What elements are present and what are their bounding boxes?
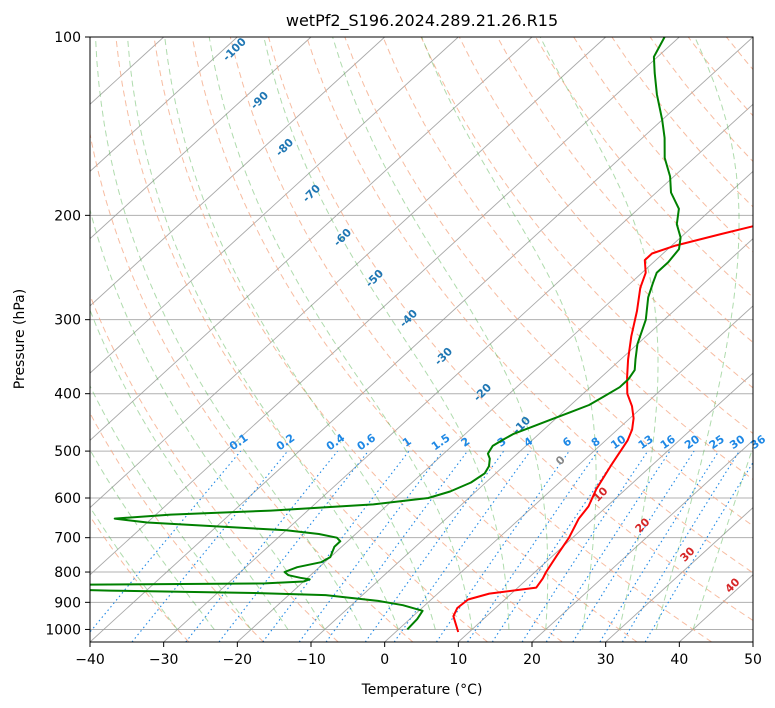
moist-adiabat-line (655, 37, 740, 630)
moist-adiabat-line (692, 445, 753, 630)
isotherm-line (90, 37, 680, 576)
y-tick-label: 1000 (45, 622, 81, 638)
dry-adiabat-line (115, 37, 488, 642)
dry-adiabat-line (268, 37, 753, 622)
isotherm-line (457, 372, 753, 642)
axes-layer: −40 −30 −20 −10 0 10 20 30 40 50 1000 900 800 700 600 5… (45, 30, 762, 668)
dry-adiabat-line (535, 37, 753, 298)
isotherm-line (90, 37, 533, 441)
dewpoint-line (90, 37, 682, 631)
mixing-ratio-line (435, 450, 570, 642)
dry-adiabat-line (382, 37, 753, 481)
mixing-ratio-line (185, 450, 339, 642)
x-tick-label: −40 (75, 652, 105, 668)
x-tick-label: 20 (523, 652, 541, 668)
moist-adiabat-line (90, 308, 289, 630)
mixing-ratio-line (521, 450, 649, 642)
isotherm-line (531, 439, 753, 642)
x-tick-label: −10 (296, 652, 326, 668)
dry-adiabat-line (344, 37, 753, 527)
moist-adiabat-line (539, 37, 659, 630)
x-tick-label: 0 (380, 652, 389, 668)
isotherm-line (90, 37, 753, 642)
grid-layer (90, 37, 753, 642)
y-tick-label: 300 (54, 313, 81, 329)
dry-adiabat-line (153, 37, 563, 642)
y-tick-label: 900 (54, 595, 81, 611)
x-tick-label: −30 (149, 652, 179, 668)
x-tick-label: 40 (670, 652, 688, 668)
dry-adiabat-line (496, 37, 753, 344)
x-tick-label: −20 (223, 652, 253, 668)
dry-adiabat-line (90, 412, 264, 642)
mixing-ratio-line (262, 450, 410, 642)
x-tick-label: 10 (449, 652, 467, 668)
isotherm-line (236, 170, 753, 642)
x-tick-label: 50 (744, 652, 762, 668)
isotherm-line (90, 37, 312, 240)
y-axis-label: Pressure (hPa) (12, 289, 28, 389)
x-tick-label: 30 (597, 652, 615, 668)
moist-adiabat-line (90, 506, 178, 630)
chart-title: wetPf2_S196.2024.289.21.26.R15 (286, 11, 558, 31)
moist-adiabat-line (90, 448, 215, 630)
temperature-line (452, 225, 753, 633)
background-lines (90, 37, 753, 642)
dry-adiabat-line (191, 37, 638, 642)
moist-adiabat-line (127, 37, 399, 630)
moist-adiabat-line (208, 37, 473, 630)
mixing-ratio-line (545, 450, 671, 642)
mixing-ratio-line (491, 450, 621, 642)
isotherm-line (310, 238, 753, 642)
dry-adiabat-line (90, 515, 190, 642)
isotherm-line (605, 506, 753, 642)
isotherm-line (90, 37, 607, 509)
y-tick-label: 600 (54, 491, 81, 507)
mixing-ratio-line (644, 461, 753, 642)
y-tick-label: 500 (54, 444, 81, 460)
isotherm-line (163, 103, 753, 642)
moist-adiabat-line (90, 384, 252, 630)
isotherm-line (90, 37, 238, 173)
dry-adiabat-line (229, 37, 712, 642)
y-tick-label: 400 (54, 387, 81, 403)
isotherm-line (90, 37, 459, 374)
moist-adiabat-line (421, 37, 597, 630)
y-tick-label: 800 (54, 565, 81, 581)
mixing-ratio-line (572, 450, 695, 642)
isotherm-line (384, 305, 753, 642)
y-tick-label: 100 (54, 30, 81, 46)
y-tick-label: 200 (54, 208, 81, 224)
mixing-ratio-line (393, 450, 531, 642)
moist-adiabat-line (95, 37, 363, 630)
y-tick-label: 700 (54, 531, 81, 547)
sounding-series (90, 37, 753, 633)
x-axis-label: Temperature (°C) (361, 682, 483, 698)
mixing-ratio-line (599, 450, 720, 642)
dry-adiabat-line (90, 293, 339, 642)
mixing-ratio-line (131, 450, 289, 642)
dry-adiabat-line (306, 37, 753, 574)
mixing-ratio-line (467, 450, 599, 642)
plot-frame (89, 36, 754, 643)
moist-adiabat-line (164, 37, 436, 630)
isotherm-line (90, 37, 386, 307)
moist-adiabat-line (332, 37, 549, 630)
mixing-ratio-line (621, 450, 740, 642)
moist-adiabat-line (263, 37, 510, 630)
